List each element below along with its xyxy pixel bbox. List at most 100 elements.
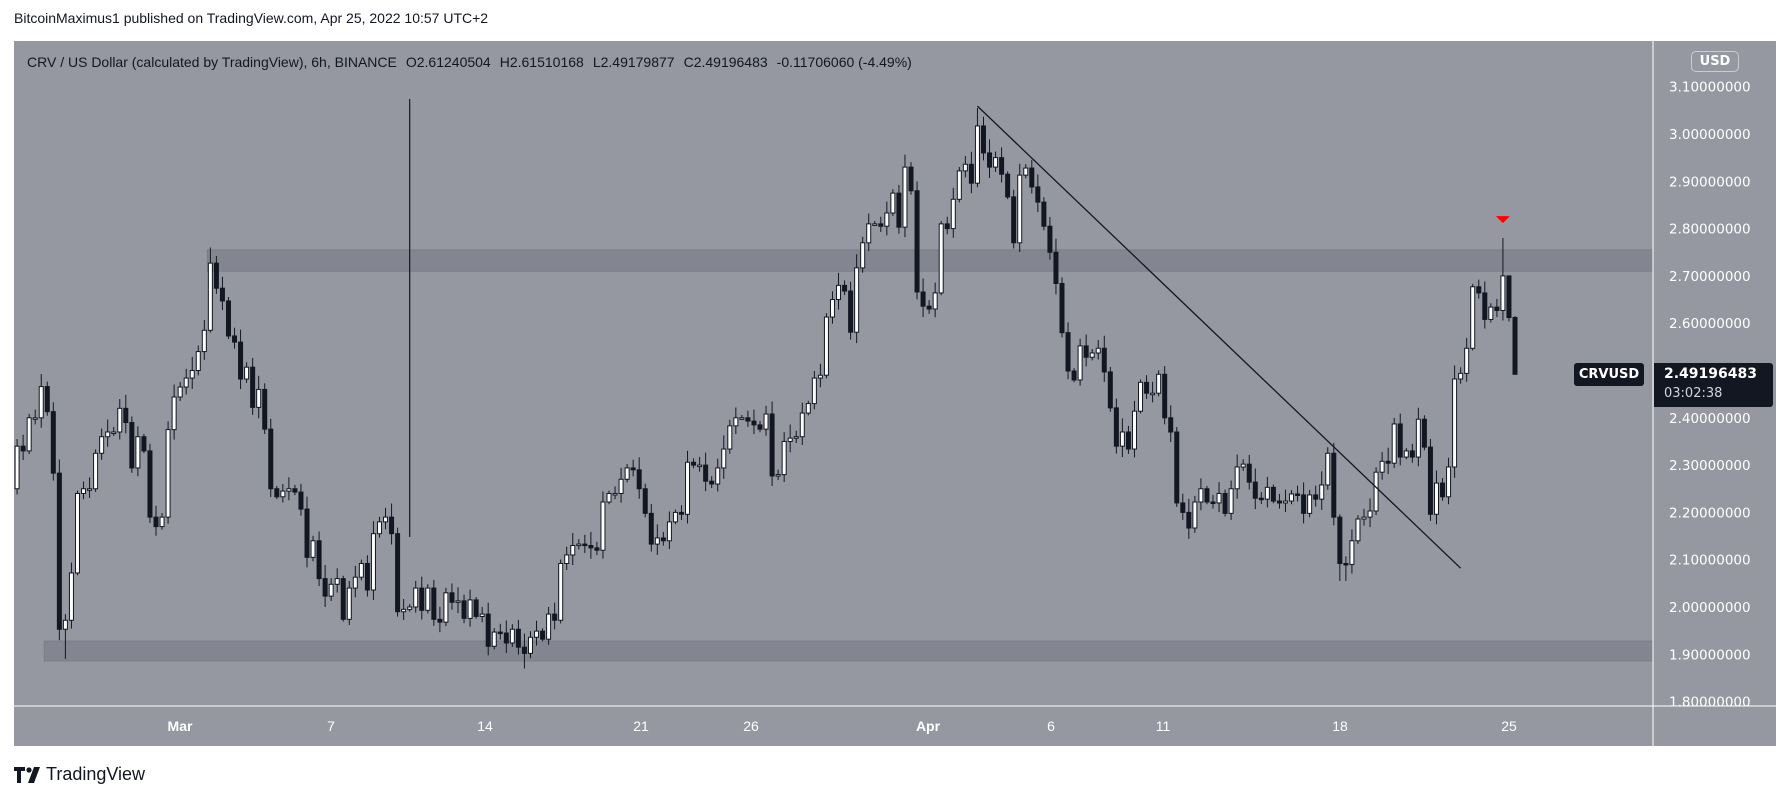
candle-body-up (479, 613, 485, 617)
candle (980, 116, 986, 161)
candle-body-down (292, 488, 298, 493)
candle-body-up (799, 412, 805, 438)
candle (540, 628, 546, 642)
candle-body-down (1005, 173, 1011, 198)
currency-badge[interactable]: USD (1691, 51, 1739, 72)
resistance-zone[interactable] (206, 249, 1653, 272)
support-zone[interactable] (43, 640, 1653, 662)
candle-body-down (552, 613, 558, 621)
candle-body-up (111, 431, 117, 434)
candle (153, 505, 159, 536)
candle-body-down (630, 467, 636, 471)
candle-body-down (642, 488, 648, 514)
price-tick-label: 2.20000000 (1669, 505, 1751, 521)
candle-body-up (1264, 486, 1270, 500)
candle-body-down (213, 262, 219, 289)
candle (99, 428, 105, 460)
candle (1264, 476, 1270, 508)
time-tick-label: 11 (1156, 718, 1171, 734)
candle (860, 236, 866, 273)
candle (1282, 489, 1288, 513)
candle-body-up (781, 440, 787, 476)
candle (1325, 447, 1331, 490)
candle-body-up (1192, 501, 1198, 529)
candle-body-down (582, 543, 588, 547)
candle (1023, 164, 1029, 179)
candle-body-up (491, 631, 497, 647)
candle (805, 400, 811, 416)
candle (745, 410, 751, 427)
candle (564, 546, 570, 571)
candle (920, 278, 926, 318)
candle (1464, 337, 1470, 382)
candle-body-down (1204, 488, 1210, 503)
candle-body-up (534, 630, 540, 638)
candle-body-up (860, 242, 866, 269)
candle (473, 597, 479, 619)
candle (618, 467, 624, 503)
candle (558, 559, 564, 624)
candle (944, 216, 950, 235)
candle-body-up (817, 374, 823, 379)
candle (1379, 452, 1385, 480)
candle-body-down (238, 341, 244, 380)
candle-body-up (1433, 482, 1439, 515)
candle-body-up (358, 562, 364, 578)
candle (582, 534, 588, 553)
candle-body-down (703, 464, 709, 482)
candle-body-up (165, 429, 171, 518)
candle-body-up (600, 501, 606, 551)
candle-body-down (1421, 418, 1427, 448)
candle-body-up (1131, 410, 1137, 450)
candle (896, 184, 902, 234)
candle-body-up (1240, 463, 1246, 468)
candle (1192, 495, 1198, 533)
logo-text: TradingView (46, 764, 146, 784)
candle (793, 430, 799, 443)
last-price-label: 2.49196483 03:02:38 (1654, 363, 1773, 407)
candle (962, 156, 968, 178)
candle-body-down (1397, 423, 1403, 458)
candle (1385, 447, 1391, 475)
trendline[interactable] (976, 105, 1462, 569)
candle (1041, 197, 1047, 231)
candle-body-up (733, 417, 739, 427)
candle (678, 505, 684, 521)
candle (117, 399, 123, 440)
candle (105, 419, 111, 447)
candle-body-down (1107, 371, 1113, 409)
candle-body-down (340, 578, 346, 620)
candle-body-up (1325, 452, 1331, 486)
candle-body-up (62, 619, 68, 630)
candle-body-down (745, 417, 751, 422)
symbol-legend: CRV / US Dollar (calculated by TradingVi… (27, 54, 912, 70)
candle-body-up (974, 125, 980, 184)
candle (352, 565, 358, 598)
candle-body-down (1162, 373, 1168, 419)
tradingview-logo[interactable]: TradingView (14, 764, 145, 785)
candle-body-up (413, 587, 419, 608)
candle (81, 481, 87, 500)
time-tick-label: Apr (916, 718, 941, 734)
candle (358, 559, 364, 581)
candle-body-up (117, 407, 123, 433)
candle (207, 247, 213, 333)
candle-body-down (1047, 225, 1053, 253)
candle (1446, 457, 1452, 505)
candle (1071, 368, 1077, 383)
chart-panel[interactable] (14, 41, 1776, 746)
candle-body-down (1071, 370, 1077, 381)
candle (316, 531, 322, 587)
candle (654, 524, 660, 555)
change-value: -0.11706060 (-4.49%) (776, 54, 912, 70)
candle (1210, 494, 1216, 509)
candle-body-up (310, 540, 316, 558)
candle (1470, 283, 1476, 351)
candle-body-down (914, 190, 920, 293)
candle (262, 383, 268, 435)
candle (1180, 493, 1186, 520)
candle (521, 633, 527, 669)
candle-body-up (787, 437, 793, 442)
candle-body-down (1210, 501, 1216, 504)
